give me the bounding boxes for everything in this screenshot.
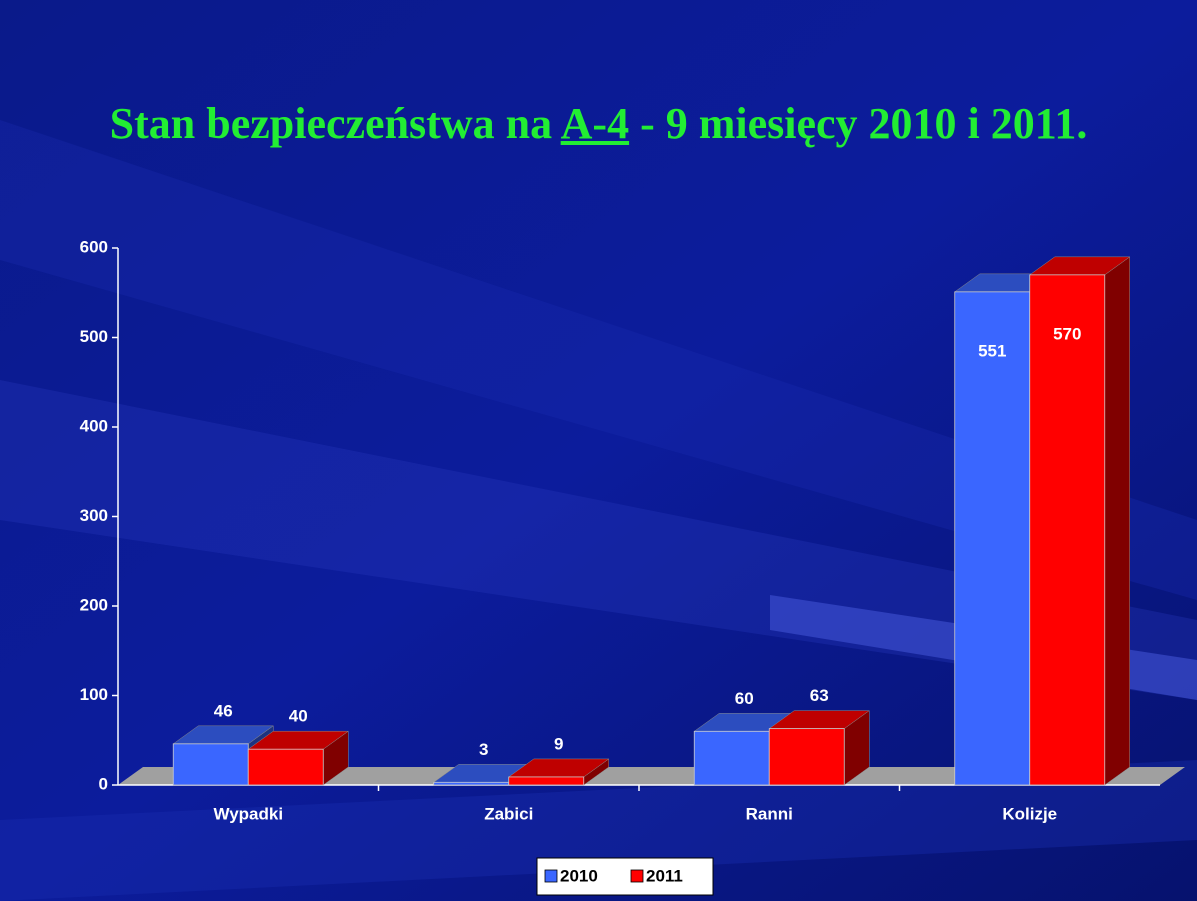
title-part: Stan bezpieczeństwa na: [109, 99, 553, 148]
x-tick-label: Wypadki: [213, 804, 283, 823]
bar: [954, 291, 1031, 786]
value-label: 40: [289, 707, 308, 726]
floor: [118, 767, 1185, 785]
y-tick-label: 400: [80, 416, 108, 435]
value-label: 3: [479, 740, 488, 759]
y-tick-label: 600: [80, 237, 108, 256]
value-label: 551: [978, 341, 1006, 360]
bar: [172, 743, 249, 786]
legend-swatch: [630, 869, 644, 883]
bar: [693, 730, 770, 786]
value-label: 570: [1053, 324, 1081, 343]
bar: [247, 748, 324, 786]
y-tick-label: 100: [80, 685, 108, 704]
bar: [768, 728, 845, 786]
x-tick-label: Kolizje: [1002, 804, 1057, 823]
y-tick-label: 200: [80, 595, 108, 614]
y-tick-label: 0: [99, 774, 108, 793]
title-part: A-4: [560, 99, 630, 148]
ray: [0, 120, 1197, 600]
chart-title: Stan bezpieczeństwa na A-4 - 9 miesięcy …: [0, 98, 1197, 149]
y-tick-label: 500: [80, 327, 108, 346]
value-label: 63: [810, 686, 829, 705]
y-tick-label: 300: [80, 506, 108, 525]
legend-label: 2010: [560, 866, 598, 885]
bar-side: [1104, 256, 1130, 786]
title-part: - 9 miesięcy 2010 i 2011.: [640, 99, 1088, 148]
ray: [0, 760, 1197, 901]
legend-label: 2011: [646, 866, 683, 885]
bar: [1029, 274, 1106, 786]
value-label: 46: [214, 701, 233, 720]
bar: [508, 776, 585, 786]
x-tick-label: Zabici: [484, 804, 533, 823]
bar: [433, 781, 510, 786]
x-tick-label: Ranni: [746, 804, 793, 823]
legend: [536, 857, 714, 896]
value-label: 60: [735, 689, 754, 708]
value-label: 9: [554, 734, 563, 753]
legend-swatch: [544, 869, 558, 883]
